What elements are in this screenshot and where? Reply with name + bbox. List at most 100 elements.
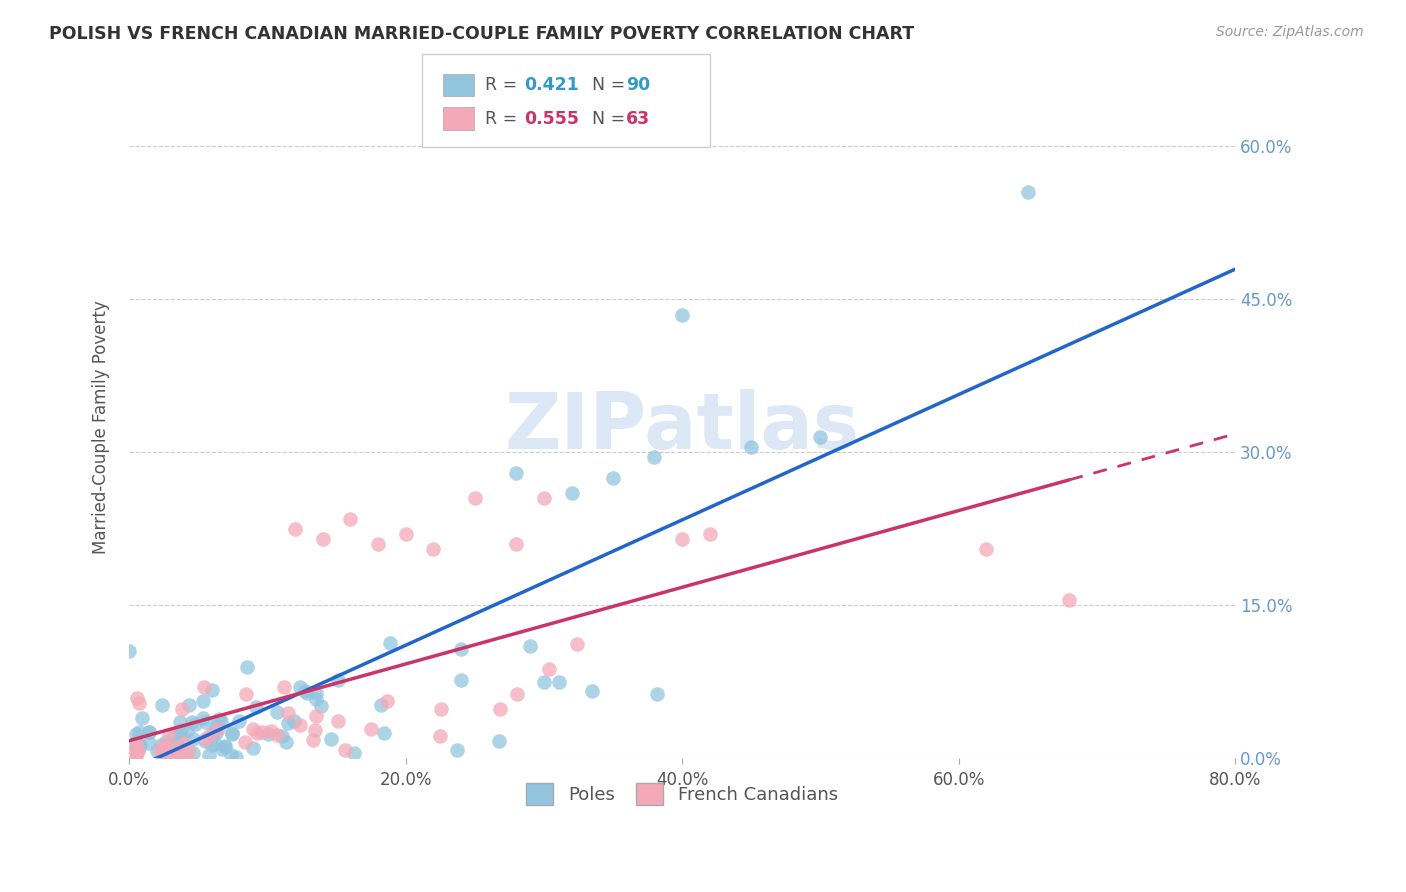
- Point: [198, 747, 221, 762]
- Point: [581, 683, 603, 698]
- Point: [209, 714, 232, 729]
- Point: [131, 711, 153, 725]
- Point: [565, 637, 588, 651]
- Point: [266, 728, 288, 742]
- Point: [321, 731, 343, 746]
- Point: [976, 542, 998, 557]
- Point: [214, 739, 236, 753]
- Point: [537, 662, 560, 676]
- Text: 63: 63: [626, 110, 650, 128]
- Point: [343, 746, 366, 760]
- Point: [155, 735, 177, 749]
- Point: [519, 639, 541, 653]
- Point: [375, 694, 398, 708]
- Point: [153, 746, 176, 760]
- Point: [450, 642, 472, 657]
- Point: [283, 714, 305, 728]
- Point: [488, 734, 510, 748]
- Point: [1059, 593, 1081, 607]
- Point: [211, 742, 233, 756]
- Point: [166, 739, 188, 754]
- Point: [221, 726, 243, 740]
- Point: [505, 466, 527, 480]
- Point: [194, 732, 217, 747]
- Point: [810, 430, 832, 444]
- Point: [193, 694, 215, 708]
- Point: [193, 680, 215, 694]
- Point: [125, 736, 148, 750]
- Point: [149, 743, 172, 757]
- Text: ZIPatlas: ZIPatlas: [505, 389, 859, 465]
- Point: [159, 743, 181, 757]
- Point: [191, 711, 214, 725]
- Point: [645, 687, 668, 701]
- Point: [172, 747, 194, 761]
- Point: [295, 686, 318, 700]
- Point: [155, 740, 177, 755]
- Point: [152, 749, 174, 764]
- Legend: Poles, French Canadians: Poles, French Canadians: [519, 776, 845, 813]
- Point: [201, 738, 224, 752]
- Point: [276, 735, 298, 749]
- Point: [233, 734, 256, 748]
- Point: [242, 723, 264, 737]
- Point: [183, 746, 205, 760]
- Point: [548, 674, 571, 689]
- Point: [138, 724, 160, 739]
- Point: [208, 712, 231, 726]
- Point: [378, 635, 401, 649]
- Point: [167, 750, 190, 764]
- Point: [163, 729, 186, 743]
- Point: [305, 691, 328, 706]
- Point: [155, 739, 177, 754]
- Point: [1017, 185, 1039, 199]
- Point: [367, 537, 389, 551]
- Point: [127, 744, 149, 758]
- Text: Source: ZipAtlas.com: Source: ZipAtlas.com: [1216, 25, 1364, 39]
- Point: [370, 698, 392, 712]
- Point: [740, 440, 762, 454]
- Point: [446, 743, 468, 757]
- Point: [170, 723, 193, 737]
- Point: [271, 729, 294, 743]
- Point: [118, 644, 141, 658]
- Point: [128, 696, 150, 710]
- Point: [176, 723, 198, 738]
- Point: [422, 542, 444, 557]
- Point: [225, 750, 247, 764]
- Point: [305, 709, 328, 723]
- Point: [373, 726, 395, 740]
- Point: [169, 728, 191, 742]
- Point: [533, 491, 555, 506]
- Point: [150, 698, 173, 713]
- Point: [207, 722, 229, 736]
- Point: [394, 527, 416, 541]
- Point: [242, 740, 264, 755]
- Point: [162, 748, 184, 763]
- Text: 90: 90: [626, 76, 650, 94]
- Point: [235, 687, 257, 701]
- Point: [165, 735, 187, 749]
- Point: [326, 714, 349, 728]
- Point: [602, 471, 624, 485]
- Point: [181, 714, 204, 729]
- Point: [671, 532, 693, 546]
- Point: [125, 739, 148, 753]
- Point: [176, 750, 198, 764]
- Point: [288, 680, 311, 694]
- Point: [125, 726, 148, 740]
- Point: [125, 745, 148, 759]
- Point: [560, 486, 582, 500]
- Point: [127, 691, 149, 706]
- Point: [328, 673, 350, 687]
- Point: [245, 700, 267, 714]
- Point: [288, 717, 311, 731]
- Point: [304, 723, 326, 737]
- Point: [204, 737, 226, 751]
- Point: [294, 683, 316, 698]
- Point: [533, 675, 555, 690]
- Y-axis label: Married-Couple Family Poverty: Married-Couple Family Poverty: [93, 300, 110, 554]
- Text: N =: N =: [581, 76, 630, 94]
- Point: [155, 749, 177, 764]
- Point: [505, 687, 527, 701]
